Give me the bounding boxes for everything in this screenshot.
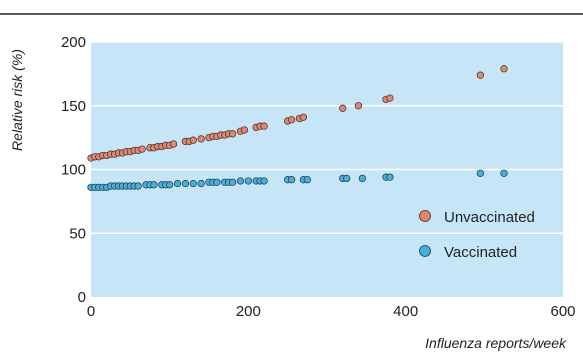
legend-label-unvaccinated: Unvaccinated	[444, 209, 535, 226]
x-tick-label: 400	[393, 303, 418, 320]
data-point-vaccinated	[386, 173, 394, 181]
y-tick-label: 100	[61, 162, 86, 179]
data-point-vaccinated	[173, 179, 182, 188]
x-tick-label: 200	[236, 303, 261, 320]
data-point-vaccinated	[197, 179, 205, 188]
legend: Unvaccinated Vaccinated	[419, 209, 535, 261]
y-tick-labels: 0 50 100 150 200	[61, 34, 86, 306]
data-point-unvaccinated	[500, 65, 508, 73]
data-point-unvaccinated	[169, 140, 178, 148]
data-point-vaccinated	[150, 181, 158, 189]
data-point-unvaccinated	[240, 126, 249, 134]
data-point-unvaccinated	[197, 135, 205, 143]
data-point-unvaccinated	[138, 145, 146, 153]
x-tick-label: 600	[550, 303, 575, 320]
data-point-unvaccinated	[228, 130, 237, 138]
legend-marker-unvaccinated	[419, 210, 431, 222]
y-tick-label: 0	[78, 289, 86, 306]
y-tick-label: 150	[61, 98, 86, 115]
data-point-vaccinated	[244, 177, 252, 185]
data-point-vaccinated	[476, 169, 485, 177]
data-point-vaccinated	[287, 176, 296, 184]
data-point-unvaccinated	[476, 71, 485, 79]
data-point-vaccinated	[228, 178, 237, 186]
y-axis-label: Relative risk (%)	[9, 49, 25, 151]
data-point-unvaccinated	[354, 102, 363, 110]
data-point-unvaccinated	[260, 122, 268, 130]
data-point-vaccinated	[343, 174, 351, 183]
data-point-unvaccinated	[339, 104, 347, 112]
y-tick-label: 200	[61, 34, 86, 51]
gridlines	[91, 41, 563, 234]
data-point-vaccinated	[500, 169, 508, 177]
data-point-vaccinated	[303, 176, 311, 184]
legend-label-vaccinated: Vaccinated	[444, 244, 517, 261]
data-point-vaccinated	[260, 177, 268, 185]
x-tick-label: 0	[87, 303, 95, 320]
data-point-vaccinated	[134, 182, 142, 190]
data-point-vaccinated	[166, 181, 174, 189]
data-points	[87, 65, 508, 192]
data-point-vaccinated	[358, 174, 367, 183]
legend-marker-vaccinated	[419, 245, 431, 257]
x-tick-labels: 0 200 400 600	[87, 303, 576, 320]
data-point-unvaccinated	[287, 116, 296, 124]
data-point-vaccinated	[181, 179, 190, 188]
data-point-unvaccinated	[189, 136, 197, 144]
data-point-vaccinated	[213, 178, 221, 186]
data-point-unvaccinated	[386, 94, 394, 102]
data-point-vaccinated	[189, 179, 197, 188]
y-tick-label: 50	[69, 225, 86, 242]
x-axis-label: Influenza reports/week	[425, 335, 567, 351]
data-point-unvaccinated	[299, 113, 308, 121]
data-point-vaccinated	[236, 177, 245, 185]
